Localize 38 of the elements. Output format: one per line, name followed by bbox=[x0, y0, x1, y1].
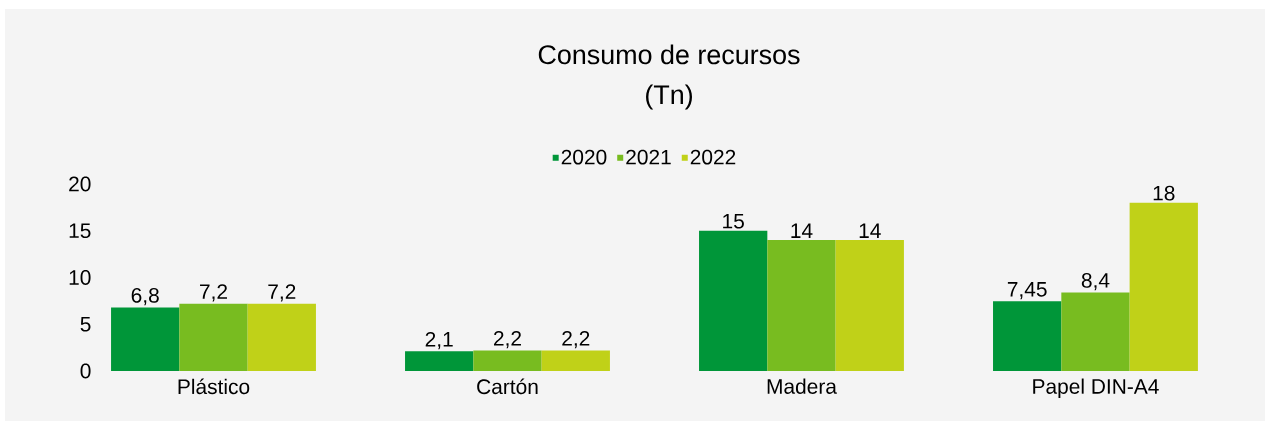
bar bbox=[405, 351, 474, 371]
chart-title: Consumo de recursos bbox=[538, 44, 800, 65]
data-label: 7,2 bbox=[268, 284, 296, 302]
legend-label: 2020 bbox=[561, 149, 607, 165]
y-tick-label: 20 bbox=[69, 176, 91, 192]
bar bbox=[111, 307, 180, 371]
data-label: 7,45 bbox=[1007, 282, 1047, 300]
data-label: 15 bbox=[723, 213, 744, 229]
x-tick-label: Madera bbox=[767, 378, 837, 394]
y-tick-label: 5 bbox=[80, 316, 91, 332]
data-label: 8,4 bbox=[1081, 272, 1110, 291]
y-tick-label: 10 bbox=[69, 270, 91, 285]
chart-subtitle: (Tn) bbox=[646, 84, 692, 110]
bar bbox=[541, 350, 610, 371]
legend-label: 2021 bbox=[626, 149, 671, 165]
bar bbox=[767, 240, 836, 371]
bar bbox=[1061, 292, 1130, 371]
data-label: 2,2 bbox=[493, 330, 521, 349]
data-label: 2,1 bbox=[425, 331, 453, 350]
legend-label: 2022 bbox=[690, 149, 736, 165]
data-label: 7,2 bbox=[200, 284, 227, 302]
data-label: 14 bbox=[859, 223, 881, 238]
y-tick-label: 15 bbox=[69, 223, 91, 239]
bar bbox=[473, 350, 542, 371]
x-tick-label: Plástico bbox=[178, 378, 250, 395]
bar bbox=[179, 303, 248, 371]
bar bbox=[993, 301, 1062, 371]
data-label: 18 bbox=[1153, 185, 1175, 201]
bar bbox=[247, 303, 316, 371]
bar bbox=[1129, 202, 1198, 371]
bar bbox=[699, 230, 768, 371]
y-tick-label: 0 bbox=[80, 363, 91, 379]
data-label: 6,8 bbox=[131, 287, 159, 306]
data-label: 2,2 bbox=[562, 330, 590, 349]
x-tick-label: Papel DIN-A4 bbox=[1033, 378, 1159, 399]
bar bbox=[835, 240, 904, 371]
data-label: 14 bbox=[791, 223, 813, 238]
x-tick-label: Cartón bbox=[477, 378, 538, 395]
